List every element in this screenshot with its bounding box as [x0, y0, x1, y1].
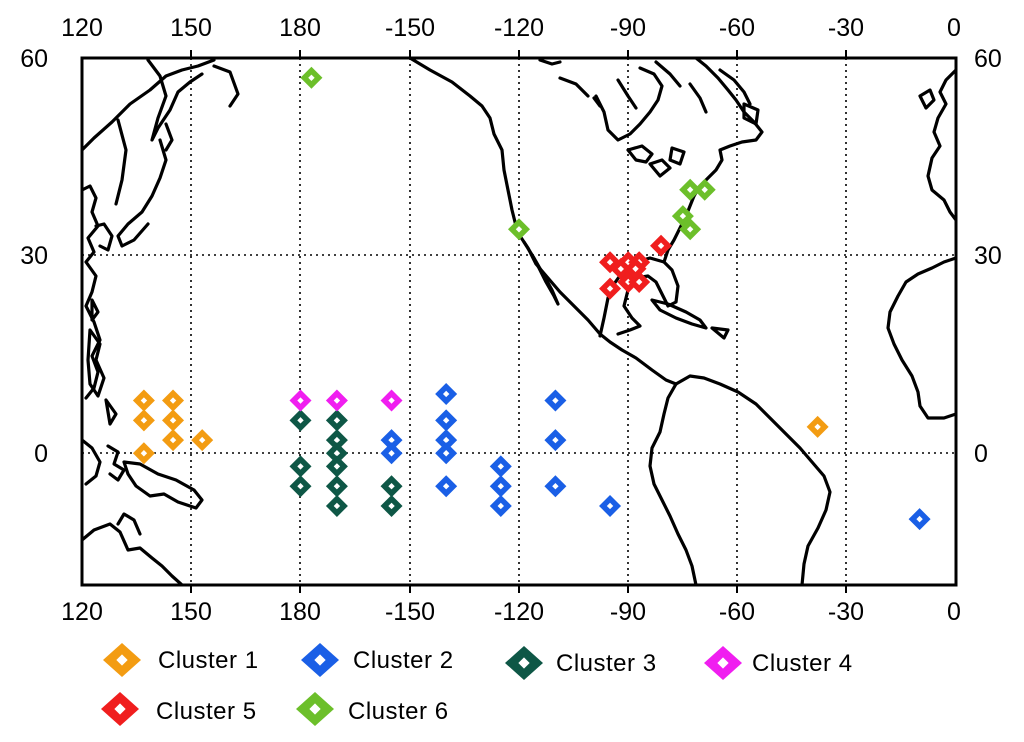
x-tick-bottom-label: -120 [494, 598, 544, 626]
x-tick-top-label: -150 [385, 14, 435, 42]
cluster-3-marker-center [297, 463, 304, 470]
cluster-2-marker-center [442, 417, 450, 424]
cluster-2-marker-center [552, 436, 559, 444]
tick-marks [190, 50, 847, 593]
cluster-3-marker-center [333, 436, 341, 444]
x-tick-bottom-label: 180 [279, 598, 321, 626]
x-tick-bottom-label: -30 [828, 598, 864, 626]
cluster-3-marker-center [388, 482, 395, 490]
cluster-1-marker-center [198, 436, 206, 444]
cluster-3-marker-center [333, 502, 341, 510]
cluster-markers [132, 66, 931, 531]
cluster-4-marker-center [297, 397, 304, 404]
cluster-6-marker-center [686, 186, 694, 193]
x-tick-bottom-label: 150 [170, 598, 212, 626]
cluster-5-marker-center [635, 278, 643, 286]
cluster-2-marker-center [442, 390, 450, 398]
cluster-3-marker-center [333, 463, 341, 470]
x-tick-top-label: 120 [61, 14, 103, 42]
legend-label-cluster-1: Cluster 1 [158, 647, 259, 674]
cluster-2-marker-center [442, 436, 450, 444]
legend-label-cluster-5: Cluster 5 [156, 698, 257, 725]
cluster-6-marker-center [308, 74, 315, 81]
x-axis-bottom: 120 150 180 -150 -120 -90 -60 -30 0 [61, 598, 961, 626]
cluster-4-marker-center [388, 397, 395, 404]
legend-item-cluster-5: Cluster 5 [101, 692, 257, 726]
x-tick-bottom-label: -60 [719, 598, 755, 626]
cluster-3-marker-center [388, 502, 395, 510]
cluster-2-marker-center [497, 463, 504, 470]
x-tick-top-label: 0 [947, 14, 961, 42]
x-tick-top-label: -90 [610, 14, 646, 42]
cluster-2-marker-center [497, 482, 504, 490]
cluster-1-marker-center [169, 417, 177, 424]
y-axis-right: 60 30 0 [974, 45, 1002, 468]
cluster-2-marker-center [552, 397, 559, 404]
cluster-2-marker-center [442, 482, 450, 490]
x-tick-top-label: 150 [170, 14, 212, 42]
cluster-2-marker-center [497, 502, 504, 510]
cluster-5-marker-center [632, 265, 639, 272]
legend-item-cluster-2: Cluster 2 [301, 643, 454, 677]
y-tick-left-label: 60 [20, 45, 48, 73]
y-tick-right-label: 60 [974, 45, 1002, 73]
grid [82, 58, 956, 585]
legend-label-cluster-4: Cluster 4 [752, 650, 853, 677]
x-tick-bottom-label: 120 [61, 598, 103, 626]
cluster-3-marker-center [333, 450, 341, 457]
x-tick-top-label: 180 [279, 14, 321, 42]
cluster-1-marker-center [169, 436, 177, 444]
legend-label-cluster-6: Cluster 6 [348, 698, 449, 725]
cluster-2-marker-center [916, 515, 923, 523]
cluster-6-marker-center [701, 186, 708, 193]
cluster-6-marker-center [515, 226, 523, 233]
coastlines [82, 58, 956, 585]
cluster-6-marker-center [679, 212, 687, 220]
cluster-1-marker-center [814, 423, 821, 431]
x-tick-top-label: -120 [494, 14, 544, 42]
cluster-5-marker-center [657, 242, 665, 249]
cluster-4-marker-center [333, 397, 341, 404]
y-tick-left-label: 0 [34, 440, 48, 468]
legend-label-cluster-3: Cluster 3 [556, 650, 657, 677]
x-tick-top-label: -30 [828, 14, 864, 42]
x-tick-bottom-label: -150 [385, 598, 435, 626]
x-tick-bottom-label: 0 [947, 598, 961, 626]
y-tick-right-label: 0 [974, 440, 988, 468]
x-tick-bottom-label: -90 [610, 598, 646, 626]
cluster-5-marker-center [606, 285, 614, 292]
x-tick-top-label: -60 [719, 14, 755, 42]
cluster-1-marker-center [140, 417, 148, 424]
legend-item-cluster-1: Cluster 1 [103, 643, 259, 677]
legend-item-cluster-6: Cluster 6 [296, 692, 449, 726]
cluster-1-marker-center [169, 397, 177, 404]
legend-item-cluster-4: Cluster 4 [704, 646, 853, 680]
y-tick-right-label: 30 [974, 242, 1002, 270]
cluster-1-marker-center [140, 450, 148, 457]
cluster-2-marker-center [552, 482, 559, 490]
cluster-5-marker-center [606, 259, 614, 266]
cluster-3-marker-center [297, 417, 304, 424]
y-tick-left-label: 30 [20, 242, 48, 270]
cluster-3-marker-center [333, 417, 341, 424]
cluster-2-marker-center [606, 502, 614, 510]
cluster-3-marker-center [333, 482, 341, 490]
cluster-1-marker-center [140, 397, 148, 404]
legend: Cluster 1 Cluster 2 Cluster 3 Cluster 4 … [101, 643, 853, 726]
cluster-6-marker-center [686, 226, 694, 233]
cluster-2-marker-center [388, 450, 395, 457]
cluster-2-marker-center [388, 436, 395, 444]
cluster-3-marker-center [297, 482, 304, 490]
x-axis-top: 120 150 180 -150 -120 -90 -60 -30 0 [61, 14, 961, 42]
legend-label-cluster-2: Cluster 2 [353, 647, 454, 674]
y-axis-left: 60 30 0 [20, 45, 48, 468]
cluster-2-marker-center [442, 450, 450, 457]
legend-item-cluster-3: Cluster 3 [505, 646, 657, 680]
